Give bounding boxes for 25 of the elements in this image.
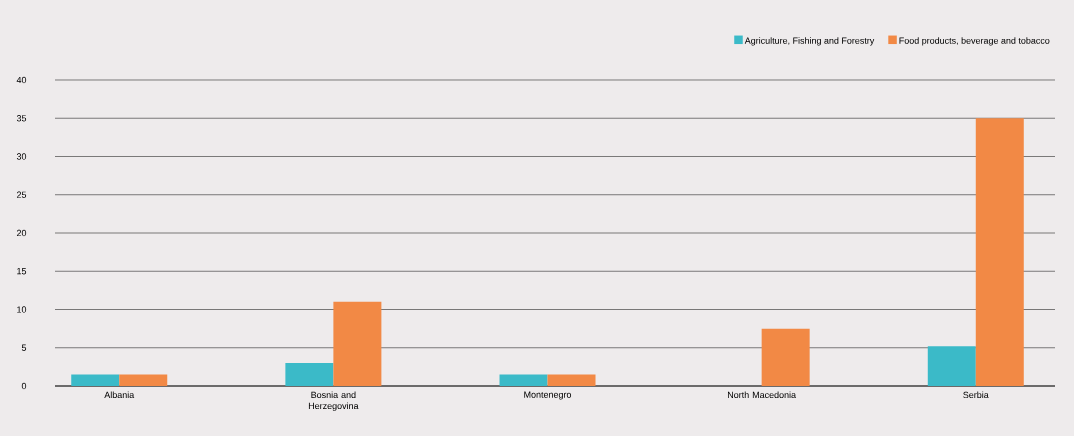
bar — [761, 328, 810, 386]
bar — [975, 118, 1024, 386]
y-tick-label: 35 — [16, 115, 27, 122]
bar — [547, 374, 596, 386]
bar — [927, 346, 976, 386]
x-tick-label: North Macedonia — [727, 391, 797, 399]
x-tick-label: Albania — [104, 391, 135, 399]
bar — [333, 301, 382, 386]
legend-label: Agriculture, Fishing and Forestry — [744, 37, 875, 46]
y-tick-label: 5 — [21, 344, 27, 351]
y-tick-label: 20 — [16, 229, 27, 237]
bar — [499, 374, 548, 386]
y-tick-label: 25 — [16, 191, 27, 198]
y-tick-label: 10 — [17, 306, 27, 313]
bar — [285, 363, 334, 386]
y-tick-label: 0 — [21, 382, 27, 390]
y-tick-label: 30 — [16, 153, 27, 160]
x-tick-label: Montenegro — [524, 391, 572, 400]
x-tick-label: Serbia — [963, 391, 989, 399]
y-tick-label: 15 — [17, 268, 27, 275]
x-tick-label: Bosnia and Herzegovina — [308, 391, 359, 411]
bar — [119, 374, 168, 386]
y-tick-label: 40 — [16, 76, 27, 84]
legend-label: Food products, beverage and tobacco — [899, 37, 1050, 46]
bar — [71, 374, 120, 386]
